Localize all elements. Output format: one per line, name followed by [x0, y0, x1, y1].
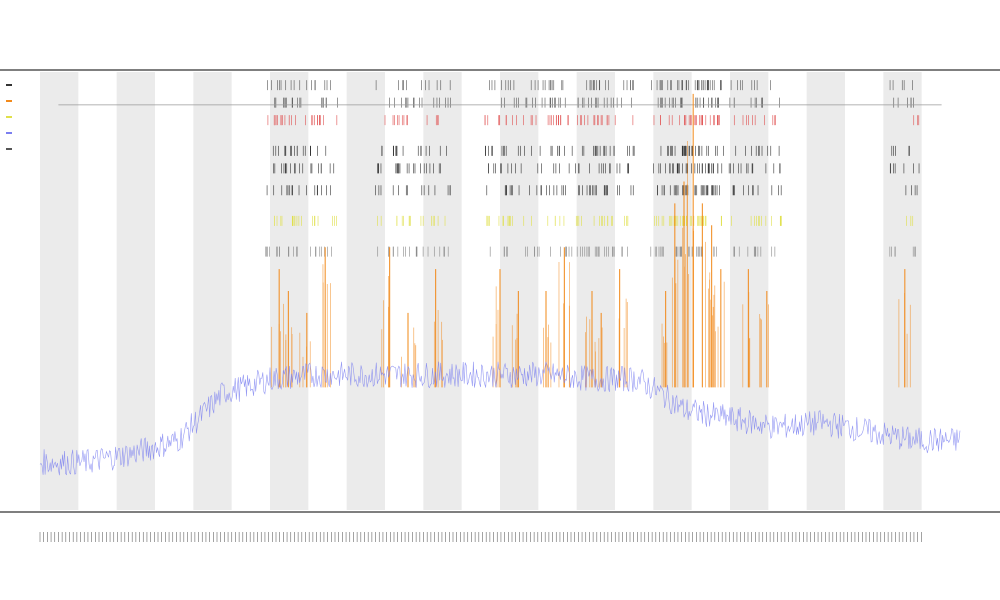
background-band: [883, 72, 922, 510]
legend-swatch: [6, 132, 12, 134]
orange-peak-series: [271, 93, 911, 388]
x-tick-labels: [39, 532, 922, 542]
event-marker-rows: [58, 80, 942, 257]
legend-swatch: [6, 116, 12, 118]
background-band: [423, 72, 462, 510]
signal-line: [39, 361, 961, 476]
legend: [6, 84, 12, 150]
background-band: [806, 72, 845, 510]
legend-swatch: [6, 148, 12, 150]
axes: [0, 69, 1000, 513]
background-band: [576, 72, 615, 510]
background-band: [40, 72, 79, 510]
background-band: [346, 72, 385, 510]
background-band: [500, 72, 539, 510]
legend-swatch: [6, 100, 12, 102]
background-band: [730, 72, 769, 510]
background-bands: [40, 72, 922, 510]
background-band: [116, 72, 155, 510]
background-band: [270, 72, 309, 510]
blue-signal-series: [39, 361, 961, 476]
legend-swatch: [6, 84, 12, 86]
background-band: [193, 72, 232, 510]
